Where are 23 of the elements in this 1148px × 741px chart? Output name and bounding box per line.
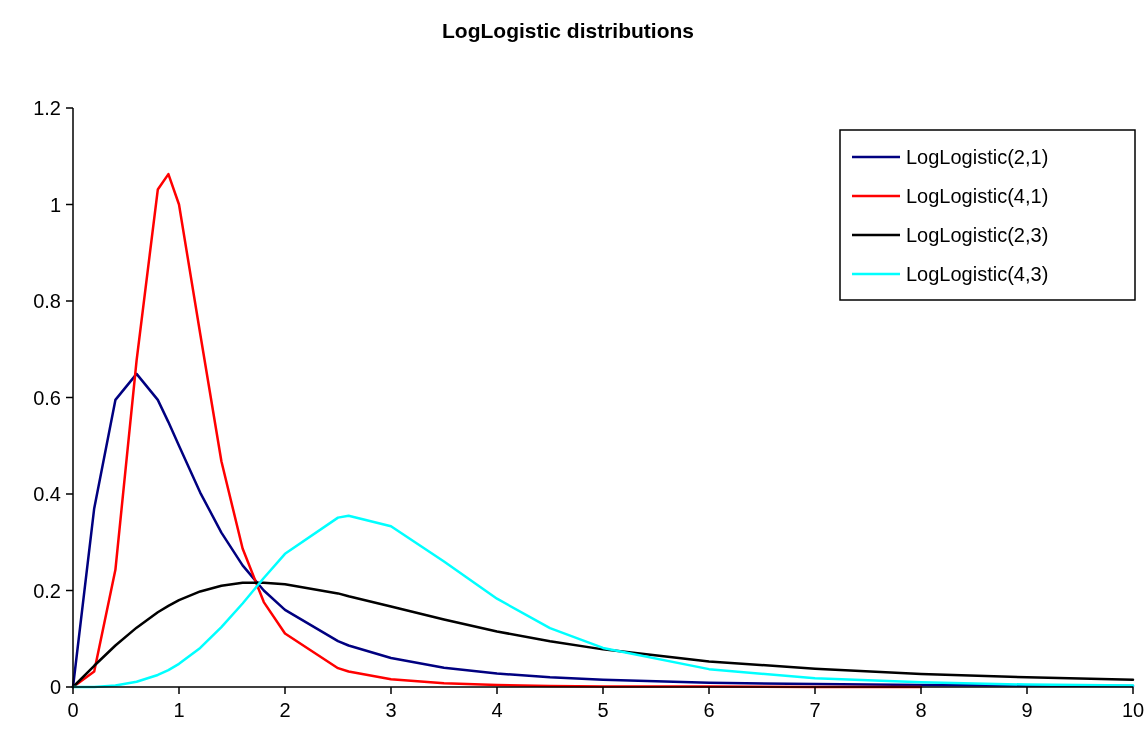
x-tick-label: 3 xyxy=(385,699,397,721)
y-tick-label: 0.8 xyxy=(33,290,61,312)
x-tick-label: 9 xyxy=(1021,699,1033,721)
x-tick-label: 4 xyxy=(491,699,503,721)
legend-label: LogLogistic(2,3) xyxy=(906,224,1049,246)
legend-label: LogLogistic(4,3) xyxy=(906,263,1049,285)
y-tick-label: 0.4 xyxy=(33,483,61,505)
x-tick-label: 6 xyxy=(703,699,715,721)
x-tick-label: 7 xyxy=(809,699,821,721)
y-tick-label: 1 xyxy=(49,193,61,216)
x-tick-label: 10 xyxy=(1121,699,1145,721)
x-tick-label: 8 xyxy=(915,699,927,721)
y-tick-label: 0 xyxy=(49,676,61,698)
y-tick-label: 1.2 xyxy=(33,97,61,119)
x-tick-label: 1 xyxy=(173,699,185,721)
x-tick-label: 0 xyxy=(67,699,79,721)
x-tick-label: 2 xyxy=(279,699,291,721)
y-tick-label: 0.2 xyxy=(33,579,61,602)
legend-label: LogLogistic(4,1) xyxy=(906,185,1049,207)
y-tick-label: 0.6 xyxy=(33,386,61,409)
legend-label: LogLogistic(2,1) xyxy=(906,146,1049,168)
chart-title: LogLogistic distributions xyxy=(442,19,694,42)
x-tick-label: 5 xyxy=(597,699,609,721)
